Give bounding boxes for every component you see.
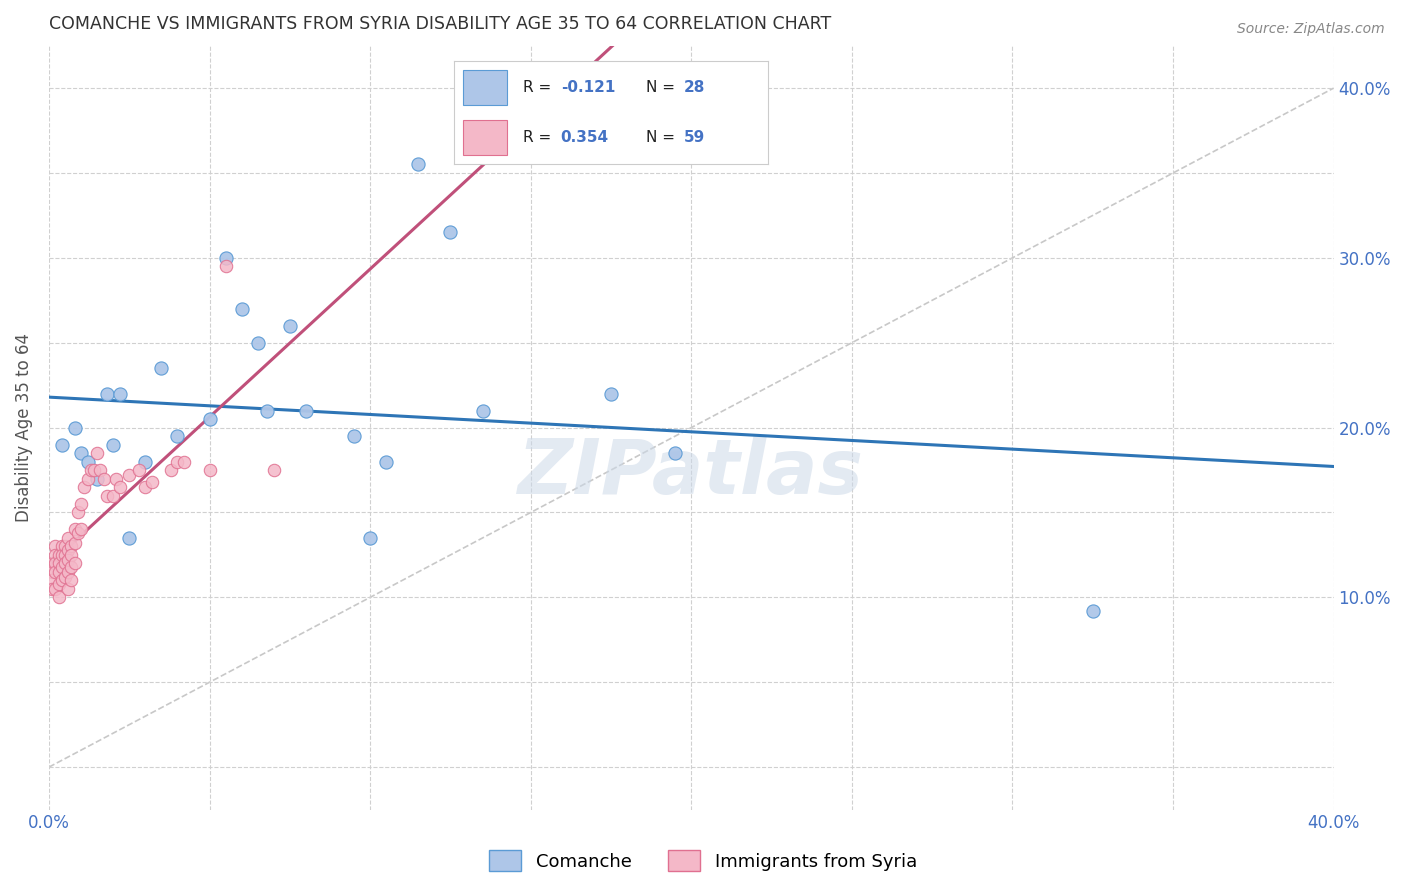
Y-axis label: Disability Age 35 to 64: Disability Age 35 to 64 <box>15 333 32 522</box>
Point <box>359 531 381 545</box>
Point <box>664 446 686 460</box>
Point <box>105 471 128 485</box>
Point <box>83 463 105 477</box>
Point <box>128 463 150 477</box>
Point <box>118 468 141 483</box>
Point <box>44 557 66 571</box>
Point <box>214 260 236 274</box>
Point <box>214 251 236 265</box>
Point <box>51 540 73 554</box>
Point <box>63 557 86 571</box>
Point <box>76 471 98 485</box>
Point <box>53 548 76 562</box>
Point <box>58 565 80 579</box>
Point <box>60 540 83 554</box>
Point <box>60 548 83 562</box>
Text: Source: ZipAtlas.com: Source: ZipAtlas.com <box>1237 22 1385 37</box>
Point <box>103 437 125 451</box>
Point <box>66 506 89 520</box>
Point <box>58 582 80 596</box>
Point <box>600 386 623 401</box>
Point <box>44 540 66 554</box>
Point <box>86 471 108 485</box>
Point <box>134 480 156 494</box>
Point <box>41 565 63 579</box>
Point <box>48 557 70 571</box>
Point <box>471 403 494 417</box>
Point <box>51 437 73 451</box>
Point <box>60 559 83 574</box>
Point <box>48 548 70 562</box>
Point <box>70 446 93 460</box>
Point <box>263 463 285 477</box>
Point <box>60 574 83 588</box>
Point <box>166 429 188 443</box>
Point <box>141 475 163 489</box>
Point <box>58 553 80 567</box>
Point <box>41 582 63 596</box>
Point <box>89 463 111 477</box>
Point <box>96 386 118 401</box>
Point <box>295 403 318 417</box>
Point <box>96 488 118 502</box>
Point <box>103 488 125 502</box>
Text: ZIPatlas: ZIPatlas <box>519 436 865 510</box>
Point <box>41 557 63 571</box>
Point <box>150 361 173 376</box>
Point <box>76 454 98 468</box>
Point <box>48 565 70 579</box>
Point <box>73 480 96 494</box>
Point <box>160 463 183 477</box>
Point <box>408 157 430 171</box>
Point <box>118 531 141 545</box>
Point <box>86 446 108 460</box>
Point <box>198 412 221 426</box>
Point <box>375 454 398 468</box>
Point <box>63 536 86 550</box>
Point <box>1081 604 1104 618</box>
Point <box>44 582 66 596</box>
Point <box>58 531 80 545</box>
Point <box>63 420 86 434</box>
Point <box>108 386 131 401</box>
Point <box>44 548 66 562</box>
Point <box>173 454 195 468</box>
Point <box>53 557 76 571</box>
Point <box>134 454 156 468</box>
Point <box>48 576 70 591</box>
Point <box>48 591 70 605</box>
Point <box>41 574 63 588</box>
Point <box>51 574 73 588</box>
Point <box>343 429 366 443</box>
Point <box>439 226 461 240</box>
Point <box>53 540 76 554</box>
Point <box>70 497 93 511</box>
Point <box>256 403 278 417</box>
Point <box>93 471 115 485</box>
Point <box>80 463 103 477</box>
Point <box>246 335 269 350</box>
Point <box>63 523 86 537</box>
Point <box>53 570 76 584</box>
Point <box>66 525 89 540</box>
Point <box>58 542 80 557</box>
Point <box>108 480 131 494</box>
Point <box>198 463 221 477</box>
Point <box>44 565 66 579</box>
Point <box>231 301 253 316</box>
Text: COMANCHE VS IMMIGRANTS FROM SYRIA DISABILITY AGE 35 TO 64 CORRELATION CHART: COMANCHE VS IMMIGRANTS FROM SYRIA DISABI… <box>49 15 831 33</box>
Point <box>70 523 93 537</box>
Point <box>278 318 301 333</box>
Point <box>51 548 73 562</box>
Point <box>166 454 188 468</box>
Point <box>51 559 73 574</box>
Legend: Comanche, Immigrants from Syria: Comanche, Immigrants from Syria <box>482 843 924 879</box>
